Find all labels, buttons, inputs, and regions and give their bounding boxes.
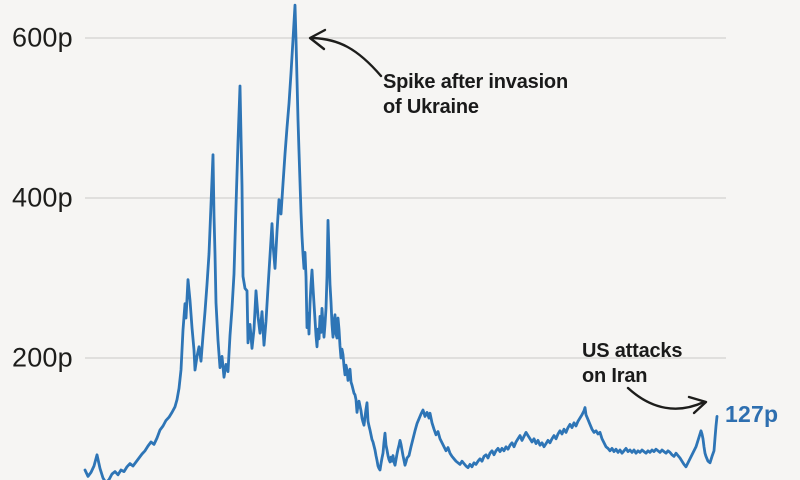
gas-price-line — [83, 3, 719, 480]
ukraine-arrowhead-icon — [308, 28, 327, 51]
y-axis-tick-600p: 600p — [12, 22, 73, 53]
y-axis-tick-400p: 400p — [12, 182, 73, 213]
iran-annotation: US attacks on Iran — [582, 339, 682, 389]
ukraine-annotation-line2: of Ukraine — [383, 96, 479, 118]
latest-price-label: 127p — [725, 401, 779, 427]
iran-annotation-line1: US attacks — [582, 340, 683, 362]
iran-annotation-line2: on Iran — [582, 365, 648, 387]
horizontal-gridlines — [85, 37, 726, 359]
ukraine-annotation-arrow — [311, 36, 383, 78]
iran-annotation-arrow — [626, 386, 706, 410]
price-line-series — [83, 3, 719, 480]
iran-arrowhead-icon — [687, 395, 708, 415]
ukraine-annotation: Spike after invasion of Ukraine — [383, 70, 568, 120]
ukraine-annotation-line1: Spike after invasion — [383, 71, 568, 93]
y-axis-tick-200p: 200p — [12, 342, 73, 373]
